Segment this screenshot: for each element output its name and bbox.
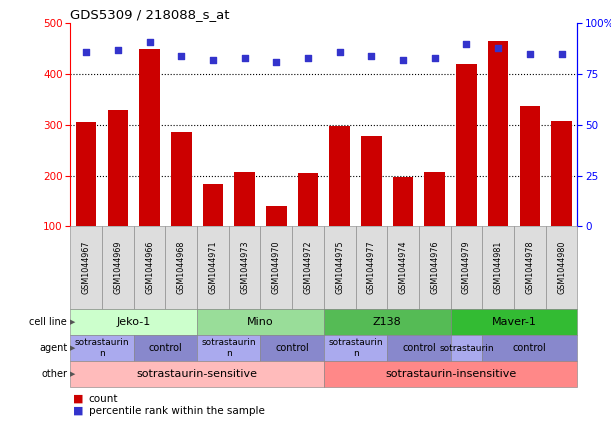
Text: ■: ■ bbox=[73, 406, 84, 416]
Text: control: control bbox=[276, 343, 309, 353]
Point bbox=[525, 50, 535, 57]
Point bbox=[430, 55, 440, 61]
Text: sotrastaurin
n: sotrastaurin n bbox=[328, 338, 383, 358]
Bar bbox=[171, 132, 191, 226]
Point bbox=[208, 56, 218, 63]
Text: GSM1044977: GSM1044977 bbox=[367, 241, 376, 294]
Point bbox=[461, 40, 471, 47]
Text: sotrastaurin
n: sotrastaurin n bbox=[75, 338, 130, 358]
Text: GSM1044975: GSM1044975 bbox=[335, 241, 344, 294]
Point bbox=[177, 52, 186, 59]
Point bbox=[145, 38, 155, 45]
Point bbox=[493, 44, 503, 51]
Text: GSM1044968: GSM1044968 bbox=[177, 241, 186, 294]
Bar bbox=[329, 126, 350, 226]
Text: Z138: Z138 bbox=[373, 317, 401, 327]
Text: other: other bbox=[41, 369, 67, 379]
Bar bbox=[234, 172, 255, 226]
Text: GSM1044971: GSM1044971 bbox=[208, 241, 218, 294]
Bar bbox=[488, 41, 508, 226]
Point bbox=[113, 46, 123, 53]
Bar bbox=[425, 172, 445, 226]
Bar bbox=[203, 184, 223, 226]
Text: GSM1044967: GSM1044967 bbox=[82, 241, 90, 294]
Text: cell line: cell line bbox=[29, 317, 67, 327]
Bar bbox=[76, 122, 97, 226]
Bar bbox=[361, 136, 382, 226]
Text: agent: agent bbox=[39, 343, 67, 353]
Text: GDS5309 / 218088_s_at: GDS5309 / 218088_s_at bbox=[70, 8, 230, 21]
Text: control: control bbox=[513, 343, 547, 353]
Text: GSM1044970: GSM1044970 bbox=[272, 241, 281, 294]
Text: Jeko-1: Jeko-1 bbox=[117, 317, 151, 327]
Point bbox=[398, 56, 408, 63]
Bar bbox=[108, 110, 128, 226]
Text: count: count bbox=[89, 394, 118, 404]
Text: GSM1044976: GSM1044976 bbox=[430, 241, 439, 294]
Text: sotrastaurin
n: sotrastaurin n bbox=[202, 338, 256, 358]
Point bbox=[367, 52, 376, 59]
Text: GSM1044978: GSM1044978 bbox=[525, 241, 535, 294]
Text: ▶: ▶ bbox=[70, 371, 75, 377]
Text: sotrastaurin: sotrastaurin bbox=[439, 343, 494, 353]
Text: control: control bbox=[402, 343, 436, 353]
Bar bbox=[393, 176, 414, 226]
Text: sotrastaurin-insensitive: sotrastaurin-insensitive bbox=[385, 369, 516, 379]
Text: GSM1044973: GSM1044973 bbox=[240, 241, 249, 294]
Bar bbox=[266, 206, 287, 226]
Text: GSM1044974: GSM1044974 bbox=[398, 241, 408, 294]
Point bbox=[303, 55, 313, 61]
Text: sotrastaurin-sensitive: sotrastaurin-sensitive bbox=[136, 369, 258, 379]
Point bbox=[557, 50, 566, 57]
Text: Mino: Mino bbox=[247, 317, 274, 327]
Point bbox=[335, 48, 345, 55]
Bar bbox=[519, 106, 540, 226]
Point bbox=[271, 58, 281, 65]
Text: Maver-1: Maver-1 bbox=[492, 317, 536, 327]
Text: ■: ■ bbox=[73, 394, 84, 404]
Point bbox=[81, 48, 91, 55]
Bar bbox=[551, 121, 572, 226]
Text: GSM1044969: GSM1044969 bbox=[113, 241, 122, 294]
Text: ▶: ▶ bbox=[70, 319, 75, 325]
Bar bbox=[456, 64, 477, 226]
Text: GSM1044981: GSM1044981 bbox=[494, 241, 503, 294]
Bar bbox=[298, 173, 318, 226]
Text: percentile rank within the sample: percentile rank within the sample bbox=[89, 406, 265, 416]
Text: GSM1044972: GSM1044972 bbox=[304, 241, 312, 294]
Point bbox=[240, 55, 249, 61]
Bar bbox=[139, 49, 160, 226]
Text: GSM1044966: GSM1044966 bbox=[145, 241, 154, 294]
Text: control: control bbox=[148, 343, 182, 353]
Text: GSM1044979: GSM1044979 bbox=[462, 241, 471, 294]
Text: ▶: ▶ bbox=[70, 345, 75, 351]
Text: GSM1044980: GSM1044980 bbox=[557, 241, 566, 294]
